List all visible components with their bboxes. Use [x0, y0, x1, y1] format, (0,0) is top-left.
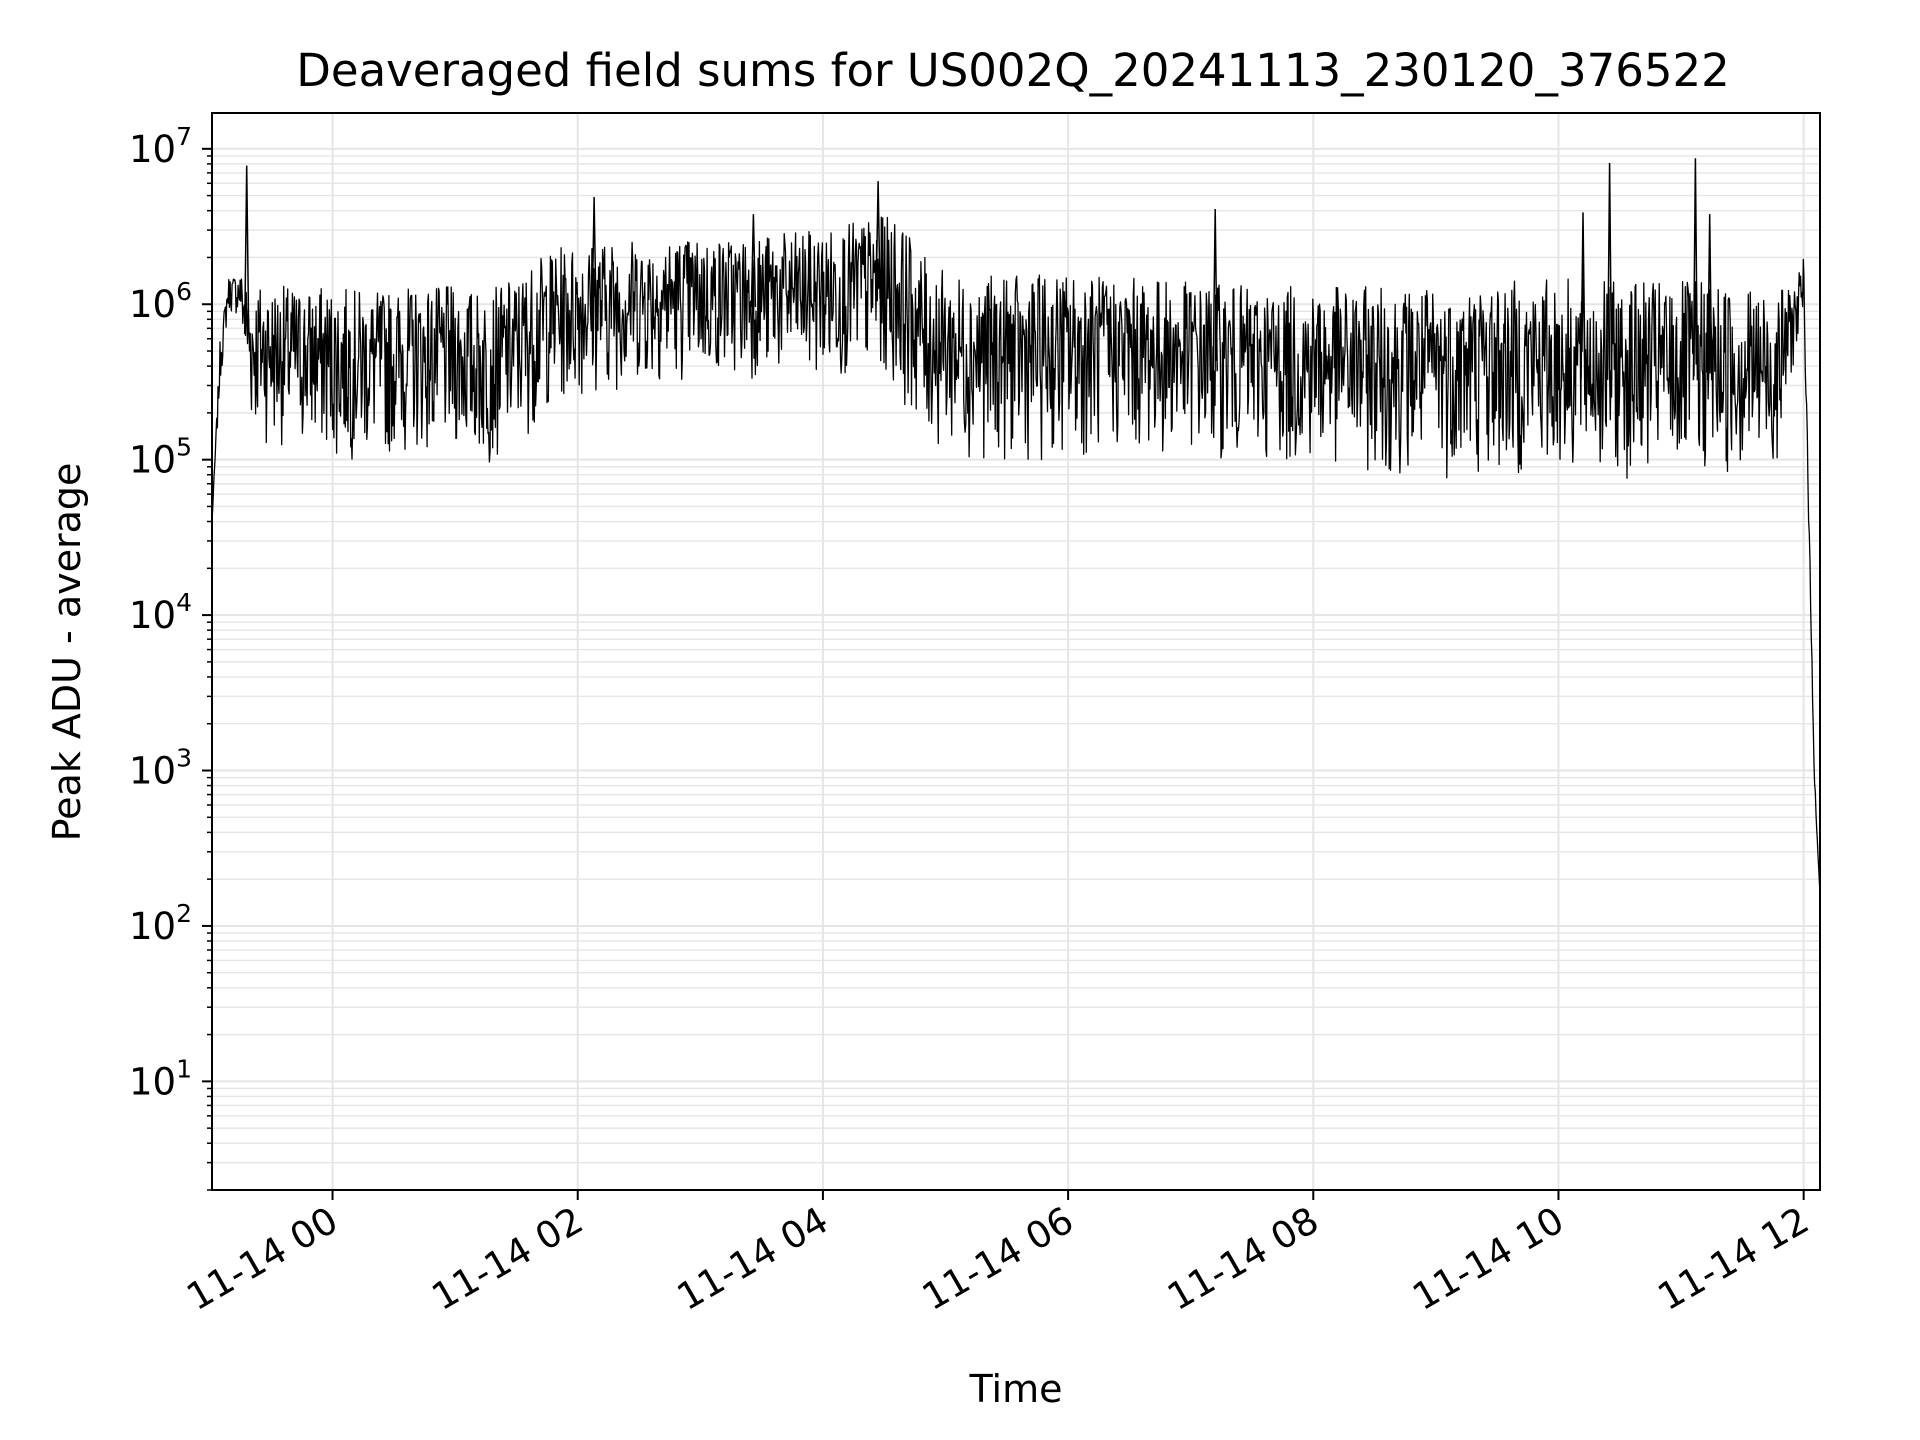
data-line: [211, 158, 1821, 895]
data-spike: [1706, 214, 1713, 381]
chart-title: Deaveraged field sums for US002Q_2024111…: [296, 44, 1729, 97]
x-axis-label: Time: [969, 1367, 1063, 1411]
data-series-line: [211, 216, 1821, 895]
plot-frame: [211, 112, 1821, 1191]
data-spike: [1212, 208, 1218, 372]
plot-area: [212, 113, 1820, 1190]
y-axis-label: Peak ADU - average: [45, 463, 89, 842]
data-spike: [591, 196, 597, 318]
y-tick-label: 102: [129, 899, 192, 948]
data-spike: [1606, 162, 1613, 380]
data-spike: [243, 165, 250, 335]
data-spike: [750, 214, 757, 308]
grid: [212, 113, 1820, 1191]
data-spike: [875, 181, 881, 299]
data-spike: [1692, 158, 1699, 381]
data-spike: [1580, 212, 1586, 379]
